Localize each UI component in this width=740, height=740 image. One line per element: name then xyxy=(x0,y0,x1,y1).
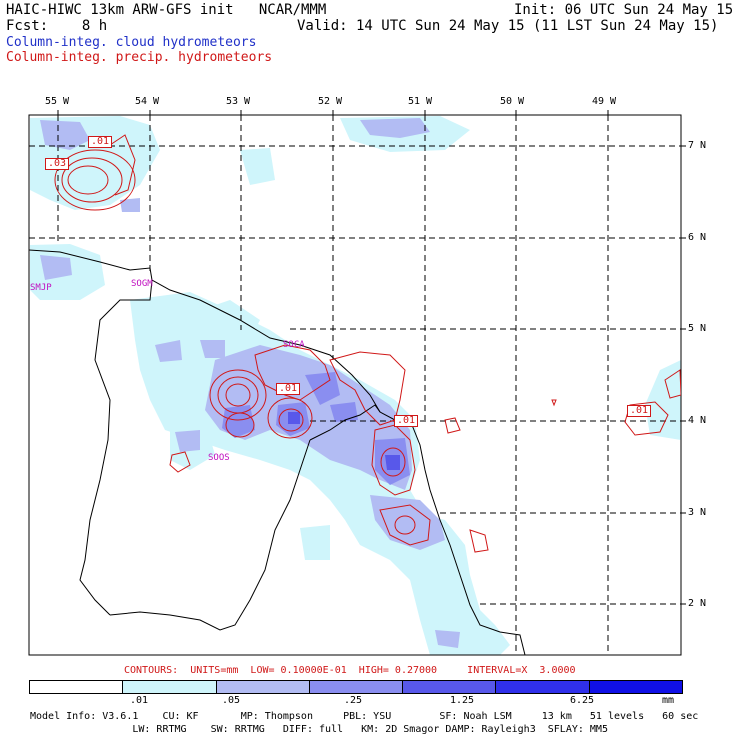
station-label: SOOS xyxy=(208,453,230,463)
lat-lon-grid xyxy=(29,115,681,655)
colorbar-bin xyxy=(309,681,404,693)
colorbar-bin xyxy=(216,681,310,693)
cloud-patch xyxy=(435,570,460,600)
precip-legend: Column-integ. precip. hydrometeors xyxy=(6,50,273,65)
cloud-patch xyxy=(120,198,140,212)
cloud-patch xyxy=(330,402,358,422)
model-info-line1: Model Info: V3.6.1 CU: KF MP: Thompson P… xyxy=(30,711,699,722)
axis-ticks xyxy=(57,110,686,605)
cloud-patch xyxy=(155,340,182,362)
colorbar-unit: mm xyxy=(662,695,675,706)
lon-label: 53 W xyxy=(226,96,251,107)
cloud-patch xyxy=(200,340,225,358)
cloud-patch xyxy=(40,255,72,280)
cloud-patch xyxy=(385,455,400,470)
lon-label: 50 W xyxy=(500,96,525,107)
precip-contours xyxy=(54,134,681,553)
cloud-patch xyxy=(195,300,260,340)
lat-label: 4 N xyxy=(688,415,707,426)
cloud-patch xyxy=(435,630,460,648)
colorbar-bin xyxy=(30,681,124,693)
valid-time: Valid: 14 UTC Sun 24 May 15 (11 LST Sun … xyxy=(297,18,719,34)
colorbar-tick: 1.25 xyxy=(450,695,475,706)
lon-label: 52 W xyxy=(318,96,343,107)
contour-value-label: .03 xyxy=(45,158,70,170)
station-label: SMJP xyxy=(30,283,52,293)
lat-label: 7 N xyxy=(688,140,707,151)
cloud-patch xyxy=(300,525,330,560)
init-time: Init: 06 UTC Sun 24 May 15 xyxy=(514,2,734,18)
contour-value-label: .01 xyxy=(88,136,113,148)
cloud-patch xyxy=(175,430,200,452)
lon-label: 55 W xyxy=(45,96,70,107)
contour-value-label: .01 xyxy=(627,405,652,417)
colorbar-bin xyxy=(123,681,217,693)
lat-label: 5 N xyxy=(688,323,707,334)
contour-value-label: .01 xyxy=(276,383,301,395)
border-path xyxy=(309,404,381,441)
border-path xyxy=(109,439,311,631)
lat-label: 3 N xyxy=(688,507,707,518)
colorbar-tick: .01 xyxy=(130,695,149,706)
lon-label: 54 W xyxy=(135,96,160,107)
forecast-hour: Fcst: 8 h xyxy=(6,18,108,34)
cloud-patch xyxy=(222,405,255,438)
station-label: SOGM xyxy=(131,279,153,289)
colorbar-bin xyxy=(403,681,497,693)
colorbar xyxy=(29,680,683,694)
colorbar-tick: 6.25 xyxy=(570,695,595,706)
cloud-patch xyxy=(360,118,430,138)
cloud-legend: Column-integ. cloud hydrometeors xyxy=(6,35,257,50)
hydrometeor-shading xyxy=(30,116,681,655)
model-info-line2: LW: RRTMG SW: RRTMG DIFF: full KM: 2D Sm… xyxy=(30,724,608,735)
lat-label: 2 N xyxy=(688,598,707,609)
station-label: SOCA xyxy=(283,340,305,350)
cloud-patch xyxy=(240,148,275,185)
plot-title: HAIC-HIWC 13km ARW-GFS init NCAR/MMM xyxy=(6,2,327,18)
border-path xyxy=(79,279,153,616)
cloud-patch xyxy=(305,372,340,405)
contour-value-label: .01 xyxy=(394,415,419,427)
coastline-path xyxy=(29,249,526,655)
cloud-patch xyxy=(645,360,681,440)
colorbar-bin xyxy=(589,681,682,693)
coastline xyxy=(29,249,526,655)
contours-info: CONTOURS: UNITS=mm LOW= 0.10000E-01 HIGH… xyxy=(124,665,576,676)
colorbar-tick: .25 xyxy=(344,695,363,706)
lon-label: 49 W xyxy=(592,96,617,107)
lon-label: 51 W xyxy=(408,96,433,107)
cloud-patch xyxy=(130,292,510,655)
colorbar-tick: .05 xyxy=(222,695,241,706)
lat-label: 6 N xyxy=(688,232,707,243)
cloud-patch xyxy=(288,412,300,424)
cloud-patch xyxy=(40,120,90,150)
colorbar-bin xyxy=(496,681,590,693)
cloud-patch xyxy=(205,345,412,490)
